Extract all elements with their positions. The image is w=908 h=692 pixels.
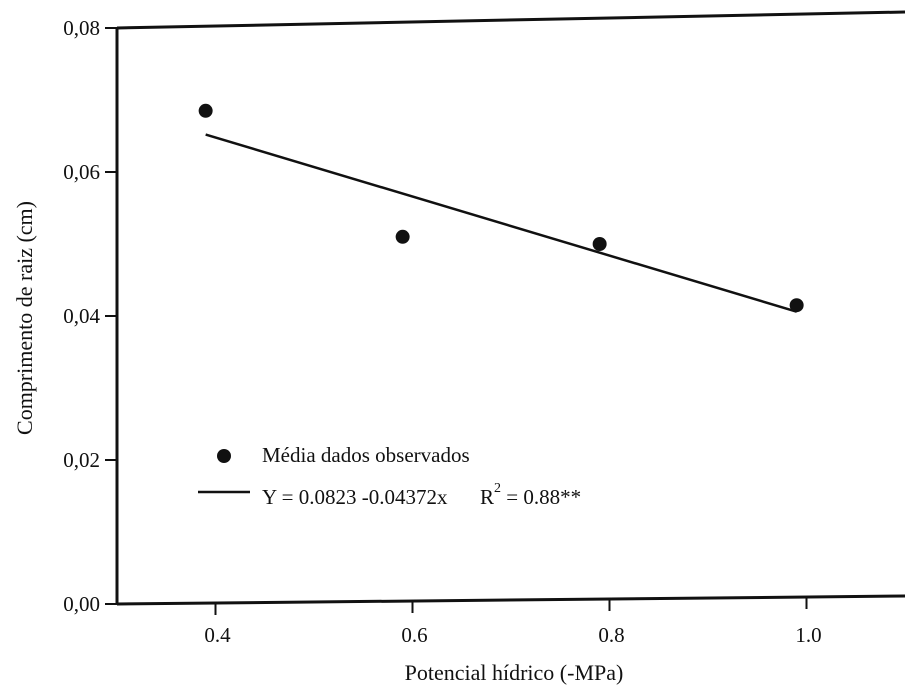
data-point <box>198 103 213 118</box>
x-tick-label: 0.8 <box>598 623 624 647</box>
legend-r2-value: = 0.88** <box>501 485 581 509</box>
y-axis-title: Comprimento de raiz (cm) <box>12 201 37 435</box>
legend-label-line: Y = 0.0823 -0.04372x <box>262 485 448 509</box>
y-tick-label: 0,04 <box>63 304 100 328</box>
legend-r2-exp: 2 <box>494 481 501 496</box>
data-point <box>395 229 410 244</box>
y-ticks: 0,00 0,02 0,04 0,06 0,08 <box>63 16 117 616</box>
legend-r2: R2 = 0.88** <box>480 481 581 509</box>
x-axis-line <box>116 594 906 606</box>
top-frame-line <box>116 10 906 30</box>
data-point <box>592 237 607 251</box>
legend-marker-scatter <box>217 449 231 463</box>
legend: Média dados observados Y = 0.0823 -0.043… <box>198 443 581 509</box>
legend-label-scatter: Média dados observados <box>262 443 470 467</box>
y-tick-label: 0,06 <box>63 160 100 184</box>
legend-r2-prefix: R <box>480 485 494 509</box>
y-tick-label: 0,02 <box>63 448 100 472</box>
plot-area <box>198 103 804 313</box>
y-tick-label: 0,00 <box>63 592 100 616</box>
x-tick-label: 0.4 <box>204 623 231 647</box>
x-axis-title: Potencial hídrico (-MPa) <box>405 660 624 685</box>
x-ticks: 0.4 0.6 0.8 1.0 <box>204 597 822 647</box>
y-tick-label: 0,08 <box>63 16 100 40</box>
regression-line <box>205 133 798 313</box>
x-tick-label: 1.0 <box>795 623 821 647</box>
data-point <box>789 298 804 313</box>
x-tick-label: 0.6 <box>401 623 427 647</box>
